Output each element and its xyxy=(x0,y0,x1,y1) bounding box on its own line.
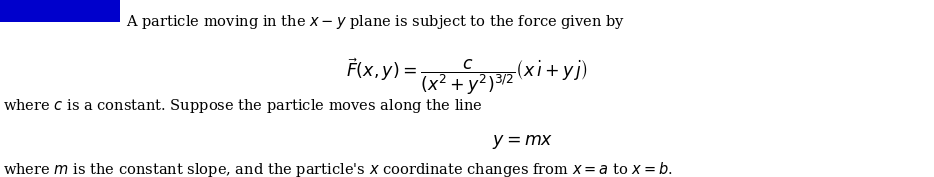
Text: where $c$ is a constant. Suppose the particle moves along the line: where $c$ is a constant. Suppose the par… xyxy=(3,97,483,115)
Bar xyxy=(0,0,120,22)
Text: $y = mx$: $y = mx$ xyxy=(492,133,554,152)
Text: where $m$ is the constant slope, and the particle's $x$ coordinate changes from : where $m$ is the constant slope, and the… xyxy=(3,160,672,177)
Text: $\vec{F}(x, y) = \dfrac{c}{(x^2 + y^2)^{3/2}}\left(x\,\dot{\imath} + y\,\dot{\jm: $\vec{F}(x, y) = \dfrac{c}{(x^2 + y^2)^{… xyxy=(347,57,587,97)
Text: A particle moving in the $x - y$ plane is subject to the force given by: A particle moving in the $x - y$ plane i… xyxy=(126,13,625,31)
